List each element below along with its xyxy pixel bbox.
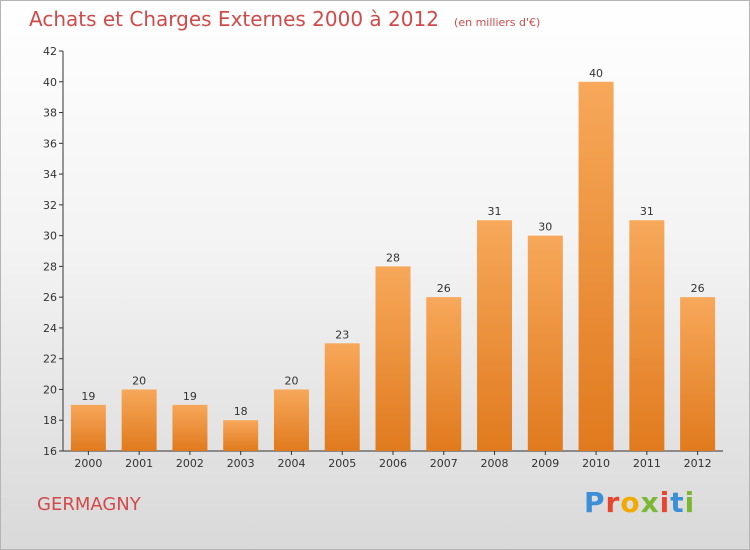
y-tick-label: 34 (43, 168, 57, 181)
brand-letter: o (620, 486, 641, 519)
bar-2005 (324, 343, 360, 451)
x-tick-label: 2004 (277, 457, 305, 470)
chart-title: Achats et Charges Externes 2000 à 2012 (… (29, 7, 540, 31)
x-tick-label: 2009 (531, 457, 559, 470)
bar-2006 (375, 266, 411, 451)
bar-value-label: 18 (234, 405, 248, 418)
bar-value-label: 30 (538, 221, 552, 234)
y-tick-label: 42 (43, 45, 57, 58)
x-tick-label: 2006 (379, 457, 407, 470)
x-tick-label: 2007 (430, 457, 458, 470)
commune-name: GERMAGNY (37, 494, 141, 515)
x-tick-label: 2001 (125, 457, 153, 470)
bar-2008 (477, 220, 513, 451)
chart-title-text: Achats et Charges Externes 2000 à 2012 (29, 7, 439, 31)
bar-value-label: 19 (81, 390, 95, 403)
brand-letter: i (684, 486, 696, 519)
bar-2010 (578, 81, 614, 452)
y-tick-label: 20 (43, 383, 57, 396)
bar-value-label: 40 (589, 67, 603, 80)
chart-unit-text: (en milliers d'€) (454, 16, 541, 29)
y-tick-label: 36 (43, 137, 57, 150)
bar-2004 (273, 389, 309, 451)
y-tick-label: 38 (43, 107, 57, 120)
y-tick-label: 16 (43, 445, 57, 458)
y-tick-label: 30 (43, 230, 57, 243)
x-tick-label: 2010 (582, 457, 610, 470)
y-tick-label: 22 (43, 353, 57, 366)
bar-value-label: 31 (640, 205, 654, 218)
bar-2003 (223, 420, 259, 451)
bar-2001 (121, 389, 157, 451)
chart-axes: 16 18 20 22 24 26 28 30 32 34 36 38 40 42 2000 2001 2002… (43, 45, 723, 470)
y-tick-label: 40 (43, 76, 57, 89)
brand-letter: x (640, 486, 660, 519)
bar-2012 (680, 297, 716, 451)
y-tick-label: 24 (43, 322, 57, 335)
bar-value-label: 31 (488, 205, 502, 218)
bar-value-label: 26 (437, 282, 451, 295)
bar-2011 (629, 220, 665, 451)
bar-2007 (426, 297, 462, 451)
brand-logo: Proxiti (584, 486, 695, 519)
x-tick-label: 2000 (74, 457, 102, 470)
y-tick-label: 26 (43, 291, 57, 304)
bar-2002 (172, 404, 208, 451)
bar-value-label: 19 (183, 390, 197, 403)
bar-value-label: 23 (335, 328, 349, 341)
y-tick-label: 18 (43, 414, 57, 427)
x-tick-label: 2002 (176, 457, 204, 470)
brand-letter: P (584, 486, 606, 519)
bar-2000 (70, 404, 106, 451)
y-tick-label: 32 (43, 199, 57, 212)
bar-value-label: 26 (691, 282, 705, 295)
bar-value-label: 20 (132, 374, 146, 387)
bar-value-label: 20 (284, 374, 298, 387)
x-tick-label: 2012 (684, 457, 712, 470)
x-tick-label: 2011 (633, 457, 661, 470)
chart-bars: 19 20 19 18 20 23 28 26 31 30 40 31 26 (70, 67, 716, 452)
brand-letter: t (670, 486, 685, 519)
bar-2009 (527, 235, 563, 451)
brand-letter: i (659, 486, 671, 519)
x-tick-label: 2003 (227, 457, 255, 470)
brand-letter: r (605, 486, 621, 519)
bar-value-label: 28 (386, 251, 400, 264)
x-tick-label: 2005 (328, 457, 356, 470)
y-tick-label: 28 (43, 260, 57, 273)
x-tick-label: 2008 (481, 457, 509, 470)
